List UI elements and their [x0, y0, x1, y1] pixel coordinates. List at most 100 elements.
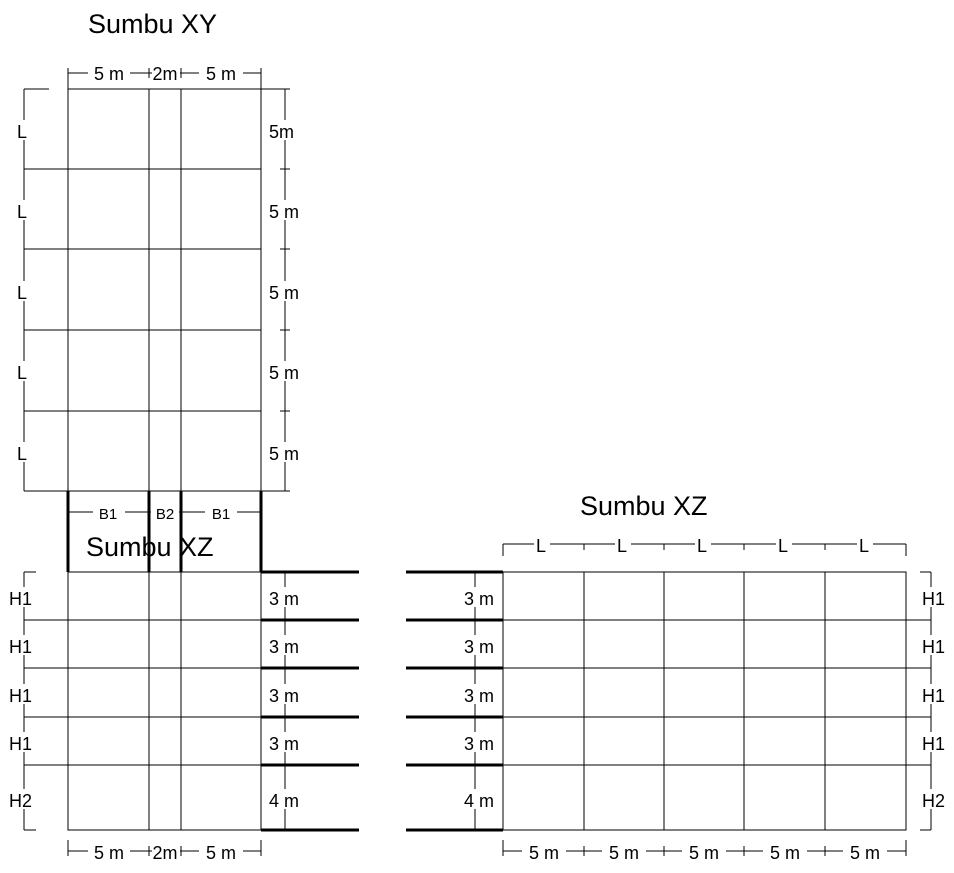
section-left-bottom-mask — [199, 842, 243, 860]
plan-right-dim-label: 5 m — [269, 363, 299, 383]
section-left-bottom-dim-label: 2m — [152, 843, 177, 863]
plan-top-dim-mask — [199, 64, 243, 80]
section-right-bottom-dim-label: 5 m — [850, 843, 880, 863]
plan-right-mask — [267, 361, 307, 381]
plan-left-mask — [17, 120, 31, 140]
plan-title: Sumbu XY — [88, 9, 217, 39]
section-left-left-mask — [9, 635, 37, 655]
section-right-outline — [502, 571, 907, 831]
section-right-right-mask — [921, 684, 951, 704]
plan-left-mask — [17, 361, 31, 381]
plan-outline — [67, 88, 262, 492]
plan-left-label: L — [17, 283, 27, 303]
section-right-bottom-mask — [843, 842, 887, 860]
plan-top-dim-label: 5 m — [206, 64, 236, 84]
section-left-bottom-mask — [88, 842, 130, 860]
section-left-label-mask — [93, 503, 125, 520]
section-left: B1 B2 B1 Sumbu XZ H1 H1 H1 H1 H2 — [9, 491, 359, 863]
section-left-title: Sumbu XZ — [86, 532, 214, 562]
section-left-left-mask — [9, 587, 37, 607]
section-right-top-label: L — [536, 536, 546, 556]
section-right-top-mask — [615, 535, 631, 553]
section-left-right-dim-label: 4 m — [269, 791, 299, 811]
section-left-left-label: H2 — [9, 791, 32, 811]
section-left-left-mask — [9, 684, 37, 704]
plan-right-mask — [267, 442, 307, 462]
section-right-right-label: H1 — [922, 686, 945, 706]
section-left-bottom-mask — [152, 842, 180, 860]
section-left-bottom-dim-label: 5 m — [94, 843, 124, 863]
section-right-bottom-mask — [602, 842, 646, 860]
section-left-right-mask — [267, 587, 307, 607]
section-left-right-dim-label: 3 m — [269, 589, 299, 609]
section-right-right-mask — [921, 732, 951, 752]
section-left-top-label: B2 — [156, 506, 174, 523]
section-left-label-mask — [151, 503, 179, 520]
section-right-right-mask — [921, 789, 951, 809]
section-right-right-label: H2 — [922, 791, 945, 811]
section-right-right-label: H1 — [922, 637, 945, 657]
section-right-left-dim-label: 3 m — [464, 637, 494, 657]
section-right-left-dim-label: 4 m — [464, 791, 494, 811]
section-left-outline — [67, 571, 262, 831]
plan-right-mask — [267, 120, 307, 140]
section-left-top-label: B1 — [99, 506, 117, 523]
section-left-top-label: B1 — [212, 506, 230, 523]
section-right-bottom-mask — [763, 842, 807, 860]
section-left-bottom-dim-label: 5 m — [206, 843, 236, 863]
section-left-left-mask — [9, 732, 37, 752]
section-right-right-label: H1 — [922, 734, 945, 754]
section-left-label-mask — [205, 503, 237, 520]
plan-left-label: L — [17, 122, 27, 142]
section-left-left-label: H1 — [9, 589, 32, 609]
section-right-left-dim-label: 3 m — [464, 734, 494, 754]
section-left-right-dim-label: 3 m — [269, 637, 299, 657]
section-right-top-label: L — [617, 536, 627, 556]
section-left-left-mask — [9, 789, 37, 809]
section-right-left-mask — [452, 587, 496, 607]
plan-left-label: L — [17, 363, 27, 383]
section-left-left-label: H1 — [9, 637, 32, 657]
section-left-left-label: H1 — [9, 734, 32, 754]
plan-left-mask — [17, 442, 31, 462]
plan-top-dim-label: 2m — [152, 64, 177, 84]
section-right-bottom-mask — [682, 842, 726, 860]
section-right-top-mask — [857, 535, 873, 553]
section-right-top-mask — [534, 535, 550, 553]
section-right-left-mask — [452, 635, 496, 655]
plan-left-label: L — [17, 202, 27, 222]
plan-view: Sumbu XY 5 m 2m 5 m L L L L L — [17, 9, 307, 492]
plan-left-mask — [17, 281, 31, 301]
section-left-right-dim-label: 3 m — [269, 734, 299, 754]
section-right-right-mask — [921, 587, 951, 607]
section-right-right-label: H1 — [922, 589, 945, 609]
section-right-bottom-dim-label: 5 m — [529, 843, 559, 863]
section-right-bottom-mask — [522, 842, 566, 860]
plan-top-dim-mask — [152, 64, 180, 80]
section-right-top-mask — [695, 535, 711, 553]
plan-right-dim-label: 5m — [269, 122, 294, 142]
section-right-bottom-dim-label: 5 m — [770, 843, 800, 863]
section-left-right-mask — [267, 789, 307, 809]
section-right-left-mask — [452, 732, 496, 752]
section-right-left-mask — [452, 789, 496, 809]
section-right-top-label: L — [697, 536, 707, 556]
section-right-title: Sumbu XZ — [580, 491, 708, 521]
section-right-left-dim-label: 3 m — [464, 686, 494, 706]
section-right-bottom-dim-label: 5 m — [689, 843, 719, 863]
plan-right-mask — [267, 200, 307, 220]
plan-right-dim-label: 5 m — [269, 444, 299, 464]
section-right-top-mask — [776, 535, 792, 553]
plan-top-dim-label: 5 m — [94, 64, 124, 84]
section-right-top-label: L — [859, 536, 869, 556]
section-right: Sumbu XZ L L L L L — [406, 491, 951, 863]
plan-left-mask — [17, 200, 31, 220]
section-right-bottom-dim-label: 5 m — [609, 843, 639, 863]
section-right-right-mask — [921, 635, 951, 655]
plan-right-dim-label: 5 m — [269, 202, 299, 222]
section-right-left-dim-label: 3 m — [464, 589, 494, 609]
plan-left-label: L — [17, 444, 27, 464]
section-left-right-mask — [267, 684, 307, 704]
section-left-right-mask — [267, 732, 307, 752]
